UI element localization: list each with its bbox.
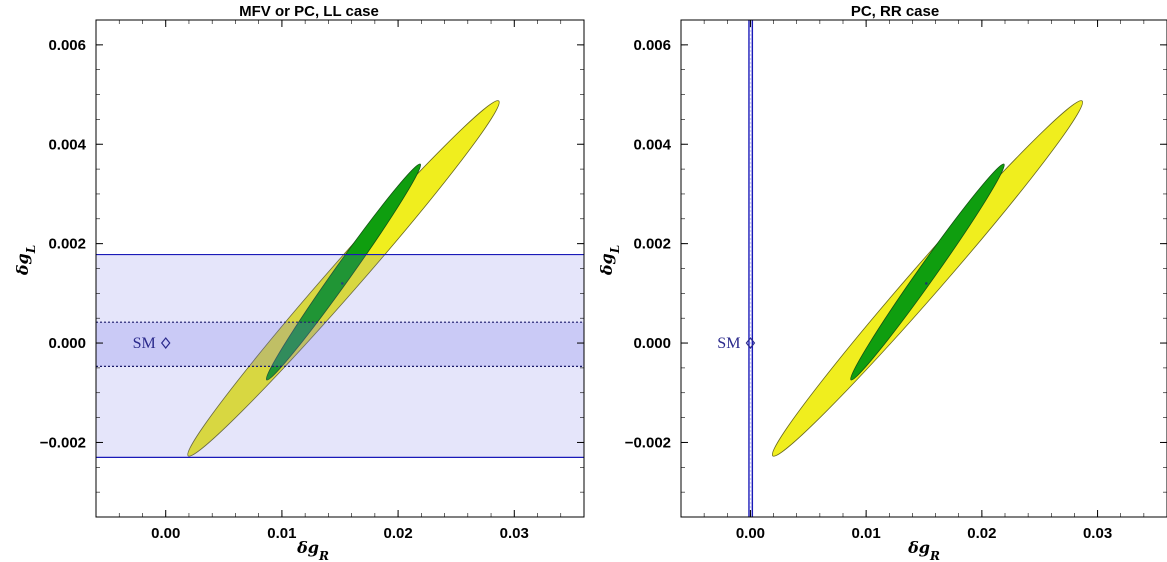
sm-marker (160, 337, 171, 350)
y-tick-label: 0.000 (633, 335, 671, 352)
y-tick-label: −0.002 (40, 434, 86, 451)
y-tick-label: 0.006 (633, 37, 671, 54)
y-tick-label: 0.000 (48, 335, 86, 352)
y-tick-label: −0.002 (625, 434, 671, 451)
panel-title: MFV or PC, LL case (239, 3, 379, 20)
y-tick-label: 0.004 (633, 136, 671, 153)
x-tick-label: 0.01 (267, 525, 296, 542)
plot-area (96, 100, 584, 458)
sm-marker (745, 337, 756, 350)
y-tick-label: 0.002 (48, 236, 86, 253)
panel-mfv-ll: MFV or PC, LL case δgR δgL SM 0.00 0.01 0.0… (13, 3, 585, 562)
band-outer-fill (96, 254, 584, 458)
inner-region (265, 163, 422, 381)
y-tick-label: 0.006 (48, 37, 86, 54)
fit-center (341, 282, 344, 285)
x-tick-label: 0.02 (967, 525, 996, 542)
sm-label: SM (717, 335, 740, 352)
y-axis-label: δgL (13, 245, 38, 276)
x-tick-label: 0.02 (383, 525, 412, 542)
y-tick-label: 0.004 (48, 136, 86, 153)
x-tick-label: 0.00 (736, 525, 765, 542)
sm-label: SM (133, 335, 156, 352)
panel-title: PC, RR case (851, 3, 939, 20)
x-axis-label: δgR (296, 538, 329, 562)
fit-center (925, 282, 928, 285)
x-tick-label: 0.03 (500, 525, 529, 542)
y-tick-label: 0.002 (633, 236, 671, 253)
y-axis-label: δgL (597, 245, 622, 276)
band-inner-fill (96, 322, 584, 367)
panel-pc-rr: PC, RR case δgR δgL SM 0.00 0.01 0.02 0.03 −0… (597, 3, 1167, 562)
x-axis-label: δgR (907, 538, 940, 562)
inner-region (850, 163, 1005, 381)
plot-area (748, 20, 1083, 517)
x-tick-label: 0.01 (852, 525, 881, 542)
x-tick-label: 0.03 (1083, 525, 1112, 542)
x-tick-label: 0.00 (151, 525, 180, 542)
